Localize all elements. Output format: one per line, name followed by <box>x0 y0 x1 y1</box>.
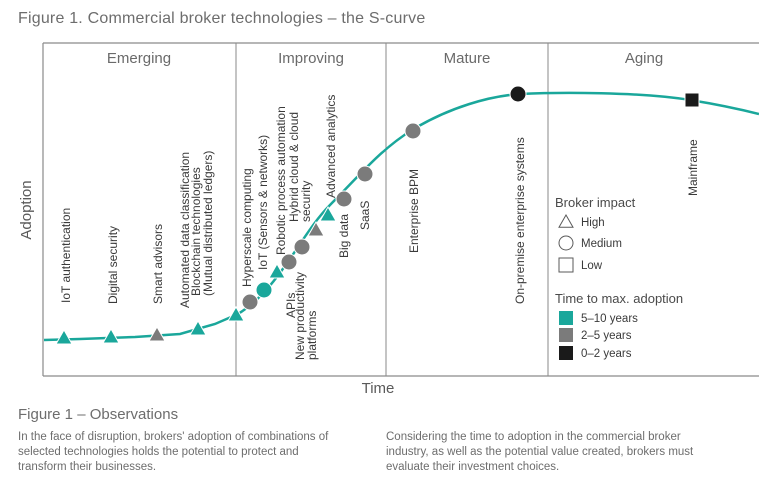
marker-iot-sensors-networks <box>255 281 273 299</box>
legend-time-swatch-1 <box>559 311 573 325</box>
marker-hyperscale-computing <box>241 293 259 311</box>
label-iot-sensors-networks: IoT (Sensors & networks) <box>256 135 270 270</box>
marker-enterprise-bpm <box>404 122 422 140</box>
marker-mainframe <box>684 92 700 108</box>
observations-title: Figure 1 – Observations <box>18 406 179 423</box>
marker-robotic-process-automation <box>268 262 286 279</box>
observations-right-text: Considering the time to adoption in the … <box>386 431 694 473</box>
label-advanced-analytics: Advanced analytics <box>324 95 338 198</box>
figure-title: Figure 1. Commercial broker technologies… <box>18 10 426 27</box>
label-digital-security: Digital security <box>106 226 120 304</box>
label-automated-data-classification: Automated data classification <box>178 152 192 308</box>
marker-apis <box>280 253 298 271</box>
label-saas: SaaS <box>358 201 372 230</box>
label-apis: APIs <box>284 293 298 318</box>
marker-new-productivity-platforms <box>307 220 325 237</box>
legend-time-title: Time to max. adoption <box>555 291 683 306</box>
legend-time-label-3: 0–2 years <box>581 348 632 360</box>
label-hybrid-cloud-cloud-security-line-1: Hybrid cloud & cloud <box>287 112 301 222</box>
legend-impact-marker-low <box>558 257 574 273</box>
legend-impact-label-medium: Medium <box>581 238 622 250</box>
phase-label-mature: Mature <box>444 50 491 67</box>
label-blockchain-technologies-mutual-distributed-ledgers-line-2: (Mutual distributed ledgers) <box>201 151 215 296</box>
label-smart-advisors: Smart advisors <box>151 224 165 304</box>
label-iot-authentication: IoT authentication <box>59 208 73 303</box>
label-hyperscale-computing: Hyperscale computing <box>240 168 254 287</box>
marker-advanced-analytics <box>319 205 337 222</box>
legend-impact-marker-high <box>558 213 574 228</box>
marker-on-premise-enterprise-systems <box>509 85 527 103</box>
y-axis-label: Adoption <box>18 180 35 239</box>
marker-hybrid-cloud-cloud-security <box>293 238 311 256</box>
legend-impact-marker-medium <box>558 235 574 251</box>
label-on-premise-enterprise-systems: On-premise enterprise systems <box>513 137 527 304</box>
legend-impact-label-low: Low <box>581 260 603 272</box>
phase-label-emerging: Emerging <box>107 50 171 67</box>
legend-time-swatch-2 <box>559 328 573 342</box>
label-hybrid-cloud-cloud-security-line-2: security <box>299 181 313 222</box>
label-enterprise-bpm: Enterprise BPM <box>407 169 421 253</box>
phase-label-improving: Improving <box>278 50 344 67</box>
legend-time-swatch-3 <box>559 346 573 360</box>
label-mainframe: Mainframe <box>686 139 700 196</box>
marker-blockchain-technologies-mutual-distributed-ledgers <box>227 305 245 322</box>
marker-digital-security <box>102 327 120 344</box>
marker-big-data <box>335 190 353 208</box>
label-robotic-process-automation: Robotic process automation <box>274 106 288 255</box>
label-new-productivity-platforms-line-2: platforms <box>305 311 319 360</box>
legend-impact-label-high: High <box>581 217 605 229</box>
label-big-data: Big data <box>337 214 351 258</box>
label-blockchain-technologies-mutual-distributed-ledgers-line-1: Blockchain technologies <box>189 167 203 296</box>
x-axis-label: Time <box>362 380 395 397</box>
label-new-productivity-platforms-line-1: New productivity <box>293 272 307 360</box>
marker-iot-authentication <box>55 328 73 345</box>
legend-impact-title: Broker impact <box>555 195 636 210</box>
legend-time-label-1: 5–10 years <box>581 313 638 325</box>
phase-label-aging: Aging <box>625 50 663 67</box>
legend-time-label-2: 2–5 years <box>581 330 632 342</box>
marker-saas <box>356 165 374 183</box>
marker-smart-advisors <box>148 325 166 342</box>
observations-left-text: In the face of disruption, brokers' adop… <box>18 431 329 473</box>
marker-automated-data-classification <box>189 319 207 336</box>
